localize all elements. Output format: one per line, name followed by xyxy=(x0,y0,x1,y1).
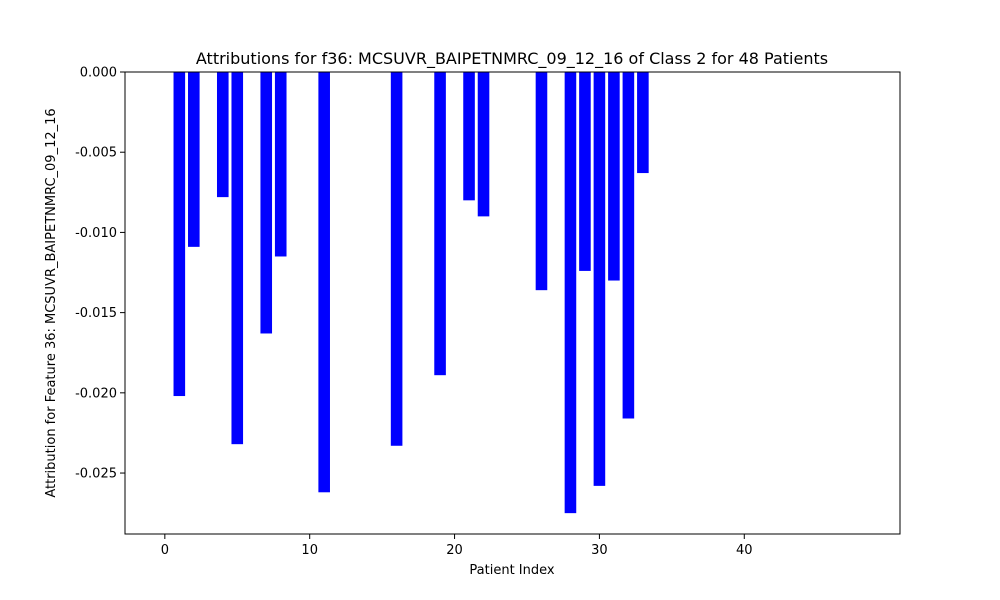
y-tick-label: -0.015 xyxy=(75,306,117,321)
y-tick-label: 0.000 xyxy=(80,66,117,81)
bars-group xyxy=(173,72,649,514)
bar-patient-31 xyxy=(608,72,620,281)
bar-patient-5 xyxy=(231,72,244,445)
bar-patient-30 xyxy=(593,72,606,486)
bar-patient-19 xyxy=(434,72,446,376)
bar-patient-32 xyxy=(622,72,635,419)
bar-patient-28 xyxy=(564,72,577,514)
x-tick-label: 10 xyxy=(301,543,318,558)
bar-patient-21 xyxy=(463,72,475,201)
bar-patient-1 xyxy=(173,72,186,397)
x-tick-label: 20 xyxy=(446,543,463,558)
bar-patient-11 xyxy=(318,72,330,493)
y-axis-ticks: 0.000 -0.005 -0.010 -0.015 -0.020 -0.025 xyxy=(75,66,125,482)
y-tick-label: -0.010 xyxy=(75,226,117,241)
y-tick-label: -0.020 xyxy=(75,386,117,401)
plot-frame xyxy=(124,71,901,535)
bar-patient-26 xyxy=(535,72,548,291)
bar-patient-8 xyxy=(274,72,287,257)
bar-patient-7 xyxy=(260,72,273,334)
bar-patient-16 xyxy=(390,72,403,446)
bar-patient-33 xyxy=(637,72,649,174)
y-tick-label: -0.005 xyxy=(75,146,117,161)
bar-patient-2 xyxy=(188,72,200,247)
y-axis-label: Attribution for Feature 36: MCSUVR_BAIPE… xyxy=(44,108,59,497)
x-axis-ticks: 0 10 20 30 40 xyxy=(161,534,753,558)
x-tick-label: 40 xyxy=(736,543,753,558)
chart-title: Attributions for f36: MCSUVR_BAIPETNMRC_… xyxy=(196,49,828,69)
y-tick-label: -0.025 xyxy=(75,467,117,482)
bar-patient-22 xyxy=(477,72,490,217)
x-axis-label: Patient Index xyxy=(469,563,554,578)
x-tick-label: 0 xyxy=(161,543,169,558)
bar-patient-4 xyxy=(216,72,229,198)
x-tick-label: 30 xyxy=(591,543,608,558)
bar-patient-29 xyxy=(579,72,591,271)
